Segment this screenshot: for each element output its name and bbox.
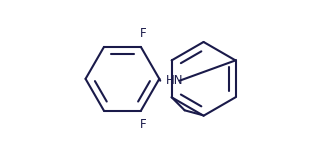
Text: HN: HN [166, 74, 183, 87]
Text: F: F [140, 26, 147, 40]
Text: F: F [140, 118, 147, 131]
